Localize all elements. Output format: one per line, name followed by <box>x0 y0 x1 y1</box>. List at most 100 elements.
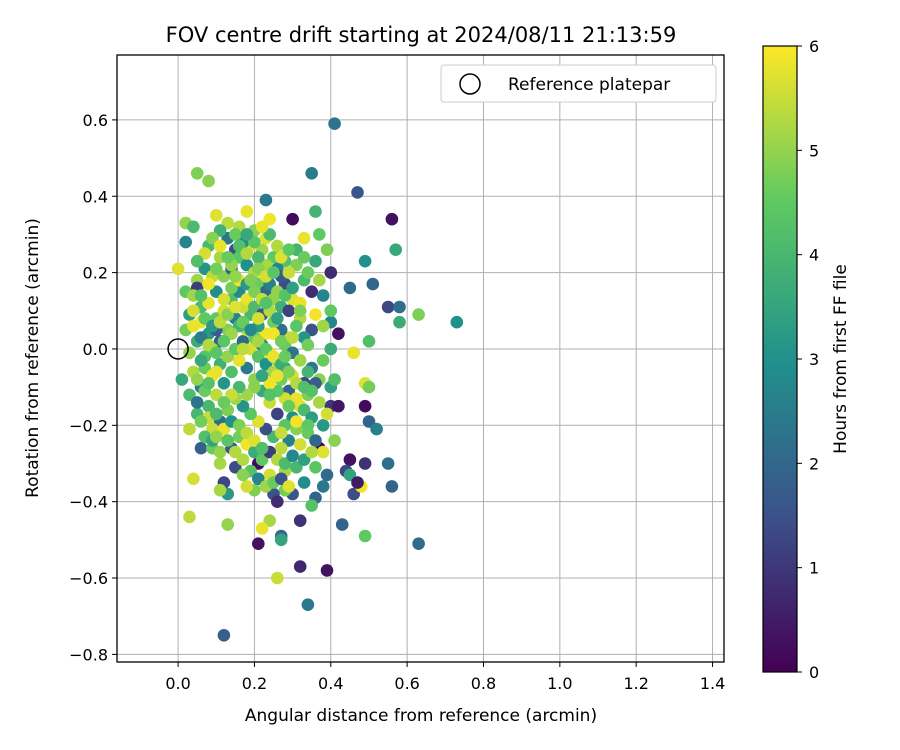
data-point <box>316 289 330 302</box>
data-point <box>343 281 357 295</box>
data-point <box>293 354 307 367</box>
data-point <box>210 430 223 444</box>
x-tick-label: 1.2 <box>623 674 648 693</box>
y-tick-label: 0.4 <box>83 187 108 206</box>
data-point <box>274 335 288 348</box>
legend-label: Reference platepar <box>508 75 670 95</box>
data-point <box>282 304 296 318</box>
data-point <box>313 228 326 241</box>
data-point <box>381 300 395 314</box>
data-point <box>324 304 338 318</box>
data-point <box>202 277 215 291</box>
data-point <box>190 254 204 268</box>
data-point <box>194 289 208 302</box>
data-point <box>248 434 261 447</box>
data-point <box>263 514 277 527</box>
data-point <box>316 319 330 333</box>
data-point <box>297 250 311 264</box>
data-point <box>240 426 254 440</box>
y-axis-label: Rotation from reference (arcmin) <box>23 218 43 498</box>
data-point <box>324 266 338 279</box>
data-point <box>290 319 303 333</box>
data-point <box>309 308 322 321</box>
data-point <box>290 461 303 474</box>
scatter-points <box>167 117 464 642</box>
legend-open-circle-marker <box>459 73 481 95</box>
data-point <box>301 365 315 379</box>
data-point <box>320 468 334 482</box>
y-tick-label: −0.8 <box>69 645 108 664</box>
data-point <box>274 533 288 547</box>
data-point <box>232 380 246 394</box>
data-point <box>244 407 257 421</box>
data-point <box>187 472 200 486</box>
data-point <box>290 415 303 428</box>
data-point <box>297 380 311 394</box>
data-point <box>251 537 265 550</box>
data-point <box>255 522 269 535</box>
y-tick-label: −0.4 <box>69 493 108 512</box>
data-point <box>282 399 296 413</box>
x-tick-label: 1.0 <box>547 674 572 693</box>
data-point <box>190 373 204 386</box>
data-point <box>236 399 250 413</box>
data-point <box>236 342 250 356</box>
data-point <box>316 354 330 367</box>
data-point <box>286 281 299 295</box>
y-axis-ticks: 0.6 0.4 0.2 0.0 −0.2 −0.4 −0.6 −0.8 <box>69 111 117 664</box>
data-point <box>210 262 223 276</box>
data-point <box>240 205 254 218</box>
data-point <box>305 285 319 299</box>
data-point <box>320 243 334 256</box>
x-axis-label: Angular distance from reference (arcmin) <box>245 706 597 726</box>
data-point <box>309 434 322 447</box>
data-point <box>347 346 361 360</box>
data-point <box>187 304 200 318</box>
data-point <box>194 415 208 428</box>
data-point <box>259 296 273 310</box>
data-point <box>393 315 406 329</box>
legend: Reference platepar <box>440 64 717 103</box>
data-point <box>217 629 231 642</box>
x-tick-label: 0.6 <box>394 674 419 693</box>
colorbar-tick-label: 5 <box>809 141 819 160</box>
data-point <box>263 388 277 402</box>
data-point <box>385 212 399 226</box>
data-point <box>210 346 223 360</box>
data-point <box>183 388 196 402</box>
data-point <box>202 338 215 352</box>
y-tick-label: 0.0 <box>83 340 108 359</box>
colorbar-tick-label: 4 <box>809 246 819 265</box>
data-point <box>183 422 196 436</box>
data-point <box>309 461 322 474</box>
data-point <box>251 335 265 348</box>
data-point <box>194 354 208 367</box>
data-point <box>271 571 284 585</box>
data-point <box>225 365 238 379</box>
grid-lines <box>117 55 724 662</box>
data-point <box>309 205 322 218</box>
data-point <box>267 266 280 279</box>
data-point <box>248 380 261 394</box>
data-point <box>175 373 189 386</box>
x-tick-label: 0.0 <box>165 674 190 693</box>
data-point <box>332 327 345 341</box>
data-point <box>194 441 208 455</box>
data-point <box>267 350 280 363</box>
colorbar-tick-label: 3 <box>809 350 819 369</box>
data-point <box>213 457 227 470</box>
data-point <box>248 235 261 249</box>
data-point <box>210 365 223 379</box>
data-point <box>305 445 319 459</box>
data-point <box>229 461 242 474</box>
y-tick-label: 0.6 <box>83 111 108 130</box>
legend-box <box>440 64 717 103</box>
data-point <box>385 480 399 493</box>
data-point <box>183 346 196 360</box>
data-point <box>324 342 338 356</box>
data-point <box>198 247 212 260</box>
data-point <box>293 304 307 318</box>
colorbar-tick-label: 2 <box>809 454 819 473</box>
data-point <box>274 441 288 455</box>
data-point <box>309 254 322 268</box>
